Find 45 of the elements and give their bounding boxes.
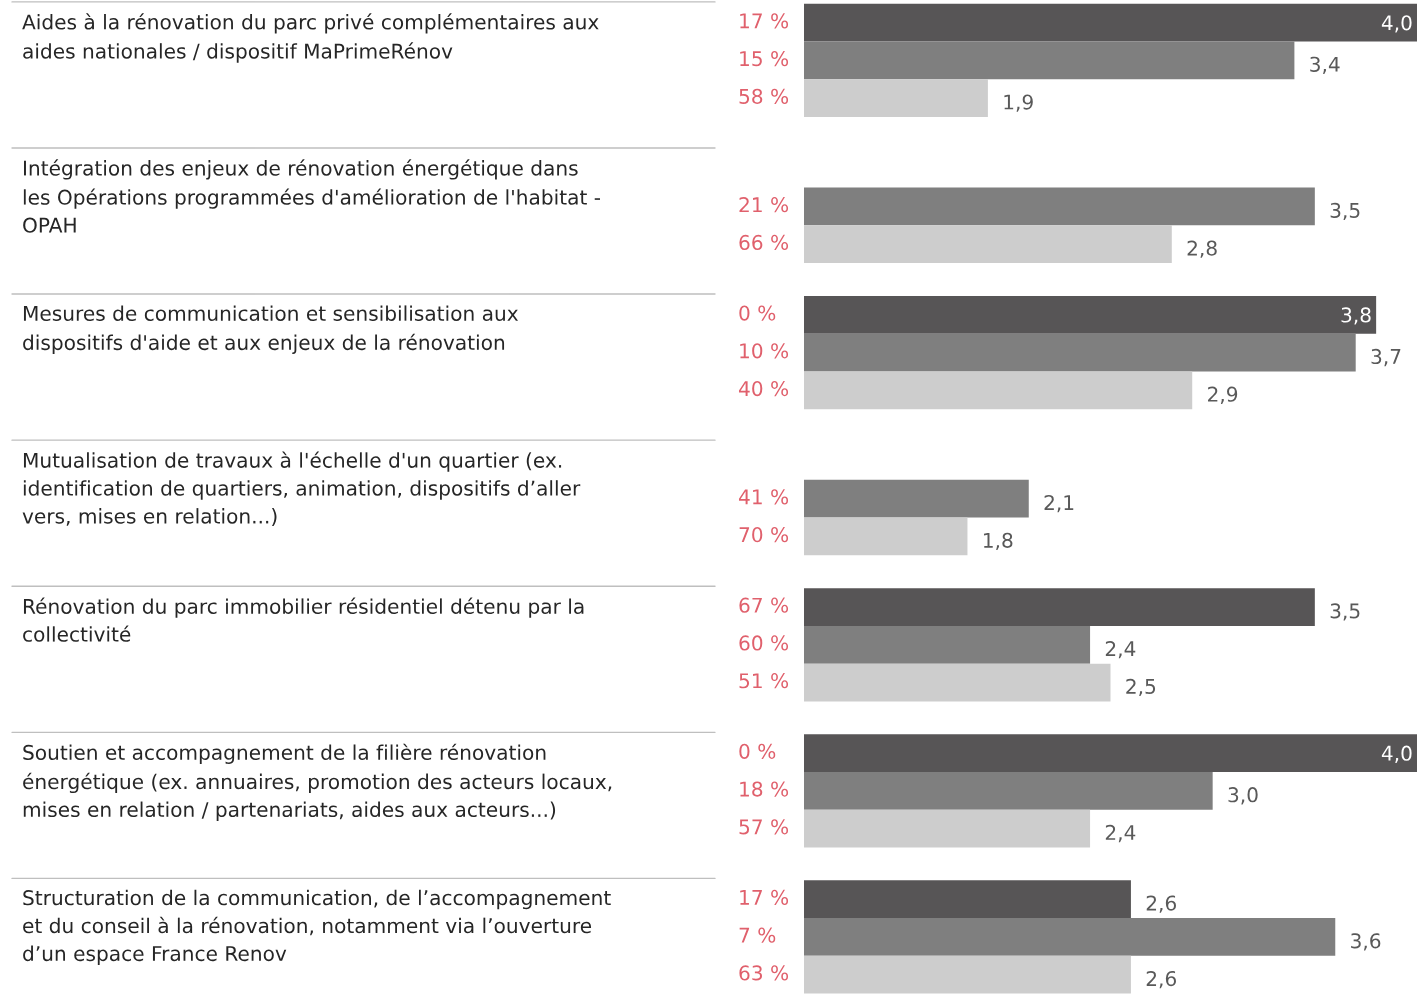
text: 67 % [739, 597, 789, 613]
text: 57 % [739, 819, 789, 835]
text: 17 % [740, 13, 789, 29]
text: 51 % [739, 673, 789, 689]
data-label: 2,5 [1126, 678, 1156, 697]
data-label: 3,0 [1228, 787, 1258, 805]
y-tick-label: Soutien et accompagnement de la filière rénovation énergétique (ex. annuaires, promotion des acteurs locaux, mises en relation / partenariats, aides aux acteurs...) [23, 743, 612, 822]
text: 18 % [740, 781, 789, 797]
data-label: 2,1 [1044, 494, 1074, 513]
y-tick-label: Structuration de la communication, de l’accompagnement et du conseil à la rénovation, notamment via l’ouverture d’un espace France Renov [23, 889, 611, 966]
data-label: 2,9 [1208, 386, 1238, 404]
text: 0 % [739, 743, 776, 759]
text: 63 % [739, 965, 789, 981]
text: 7 % [739, 927, 776, 943]
text: 15 % [740, 51, 789, 67]
y-tick-label: Mesures de communication et sensibilisation aux dispositifs d'aide et aux enjeux de la rénovation [23, 305, 519, 355]
y-tick-label: Mutualisation de travaux à l'échelle d'un quartier (ex. identification de quartiers, animation, dispositifs d’aller vers, mises en relation...) [22, 451, 581, 527]
data-label: 3,8 [1341, 307, 1371, 325]
data-label: 4,0 [1381, 15, 1412, 33]
text: 10 % [740, 343, 789, 359]
text: 21 % [739, 197, 789, 213]
data-label: 3,6 [1351, 933, 1381, 951]
text: 40 % [738, 380, 789, 397]
data-label: 2,8 [1187, 240, 1217, 258]
data-label: 2,6 [1146, 895, 1176, 913]
data-label: 2,4 [1105, 641, 1136, 659]
data-label: 2,6 [1146, 970, 1176, 989]
text: 41 % [738, 489, 789, 505]
data-label: 1,8 [983, 532, 1013, 550]
data-label: 3,7 [1371, 348, 1401, 367]
text: 70 % [739, 527, 789, 543]
data-label: 1,9 [1004, 94, 1033, 112]
text: 60 % [739, 635, 789, 651]
text: 58 % [739, 88, 789, 104]
y-tick-label: Rénovation du parc immobilier résidentiel détenu par la collectivité [23, 597, 584, 642]
data-label: 2,4 [1105, 824, 1136, 843]
data-label: 3,5 [1330, 603, 1360, 621]
text: 17 % [740, 889, 789, 906]
text: 66 % [739, 234, 789, 251]
data-label: 4,0 [1381, 745, 1412, 763]
y-tick-label: Aides à la rénovation du parc privé complémentaires aux aides nationales / dispositif MaPrimeRénov [22, 13, 599, 63]
data-label: 3,5 [1330, 202, 1360, 221]
text: 0 % [739, 305, 776, 321]
data-label: 3,4 [1310, 56, 1340, 74]
y-tick-label: Intégration des enjeux de rénovation énergétique dans les Opérations programmées d'amélioration de l'habitat - OPAH [23, 159, 601, 233]
